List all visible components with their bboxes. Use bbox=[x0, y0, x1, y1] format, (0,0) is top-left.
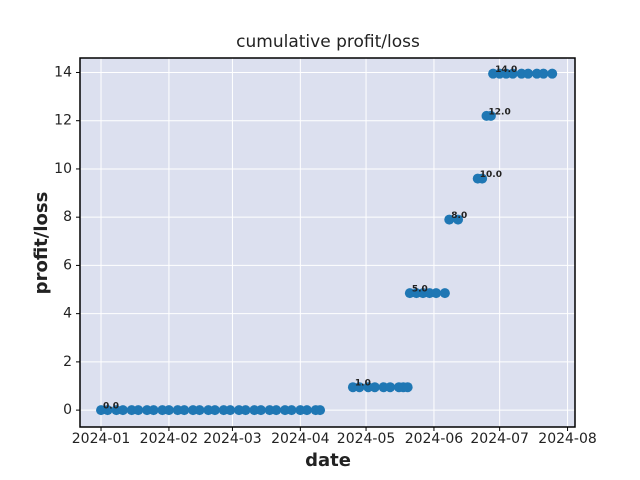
y-tick-label: 6 bbox=[63, 257, 72, 273]
annotation: 8.0 bbox=[451, 211, 467, 221]
point bbox=[117, 405, 128, 416]
point bbox=[385, 382, 396, 393]
point bbox=[271, 405, 282, 416]
point bbox=[163, 405, 174, 416]
point bbox=[402, 382, 413, 393]
point bbox=[179, 405, 190, 416]
point bbox=[507, 68, 518, 79]
x-tick-label: 2024-02 bbox=[140, 431, 199, 447]
point bbox=[431, 288, 442, 299]
point bbox=[523, 68, 534, 79]
y-tick-label: 0 bbox=[63, 402, 72, 418]
point bbox=[133, 405, 144, 416]
x-tick-label: 2024-05 bbox=[337, 431, 396, 447]
point bbox=[444, 214, 455, 225]
x-tick-label: 2024-04 bbox=[271, 431, 330, 447]
point bbox=[209, 405, 220, 416]
y-tick-label: 12 bbox=[54, 113, 72, 129]
annotation: 12.0 bbox=[489, 107, 511, 117]
point bbox=[225, 405, 236, 416]
y-tick-label: 10 bbox=[54, 161, 72, 177]
point bbox=[286, 405, 297, 416]
x-tick-label: 2024-06 bbox=[405, 431, 464, 447]
point bbox=[547, 68, 558, 79]
y-axis-label: profit/loss bbox=[31, 192, 52, 295]
point bbox=[453, 214, 464, 225]
point bbox=[301, 405, 312, 416]
x-tick-label: 2024-08 bbox=[538, 431, 597, 447]
point bbox=[315, 405, 326, 416]
y-tick-label: 4 bbox=[63, 306, 72, 322]
y-tick-label: 2 bbox=[63, 354, 72, 370]
point bbox=[102, 405, 113, 416]
point bbox=[477, 173, 488, 184]
x-tick-label: 2024-03 bbox=[203, 431, 262, 447]
x-tick-label: 2024-01 bbox=[72, 431, 131, 447]
point bbox=[485, 110, 496, 121]
point bbox=[538, 68, 549, 79]
x-tick-label: 2024-07 bbox=[470, 431, 529, 447]
annotation: 0.0 bbox=[103, 402, 119, 412]
point bbox=[439, 288, 450, 299]
point bbox=[148, 405, 159, 416]
y-tick-label: 8 bbox=[63, 209, 72, 225]
point bbox=[369, 382, 380, 393]
point bbox=[255, 405, 266, 416]
annotation: 1.0 bbox=[355, 379, 371, 389]
point bbox=[354, 382, 365, 393]
point bbox=[194, 405, 205, 416]
x-axis-label: date bbox=[305, 450, 351, 471]
y-tick-label: 14 bbox=[54, 64, 72, 80]
plot-frame bbox=[79, 57, 576, 428]
annotation: 10.0 bbox=[480, 170, 502, 180]
annotation: 14.0 bbox=[495, 65, 517, 75]
chart-title: cumulative profit/loss bbox=[236, 32, 420, 52]
annotation: 5.0 bbox=[412, 285, 428, 295]
point bbox=[240, 405, 251, 416]
